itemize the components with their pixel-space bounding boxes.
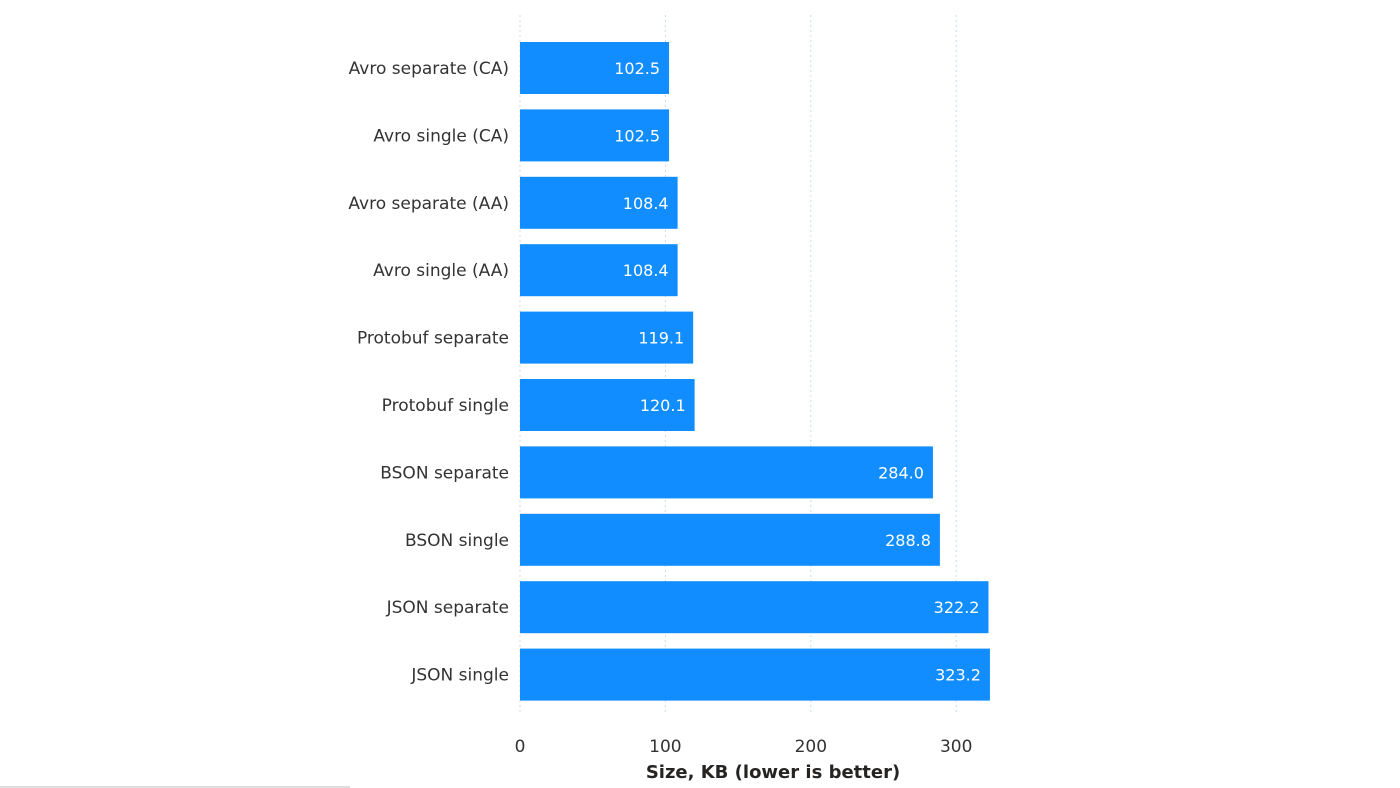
category-label: Protobuf single bbox=[382, 396, 509, 416]
data-label: 288.8 bbox=[885, 531, 931, 550]
bar[interactable] bbox=[520, 379, 695, 431]
category-label: BSON single bbox=[405, 531, 509, 551]
category-label: Avro single (AA) bbox=[373, 261, 509, 281]
bar[interactable] bbox=[520, 648, 990, 701]
bars bbox=[520, 42, 990, 701]
category-label: Avro single (CA) bbox=[373, 126, 509, 146]
data-label: 102.5 bbox=[614, 59, 660, 78]
data-label: 119.1 bbox=[638, 329, 684, 348]
x-tick-label: 0 bbox=[515, 737, 526, 757]
bar[interactable] bbox=[520, 176, 678, 229]
bar[interactable] bbox=[520, 42, 670, 94]
data-label: 120.1 bbox=[640, 396, 686, 415]
category-label: Avro separate (CA) bbox=[349, 59, 509, 79]
x-axis-title: Size, KB (lower is better) bbox=[646, 762, 900, 783]
bar[interactable] bbox=[520, 513, 940, 566]
data-label: 284.0 bbox=[878, 463, 924, 482]
x-axis-ticks: 0 100 200 300 bbox=[515, 737, 973, 757]
data-label: 322.2 bbox=[934, 598, 980, 617]
bar[interactable] bbox=[520, 109, 670, 162]
value-labels: 102.5 102.5 108.4 108.4 119.1 120.1 284.0 288.8… bbox=[614, 59, 981, 685]
bar[interactable] bbox=[520, 244, 678, 297]
x-tick-label: 100 bbox=[649, 737, 681, 757]
category-label: Avro separate (AA) bbox=[348, 194, 509, 214]
data-label: 108.4 bbox=[623, 194, 669, 213]
category-label: Protobuf separate bbox=[357, 329, 509, 349]
x-tick-label: 300 bbox=[940, 737, 972, 757]
data-label: 108.4 bbox=[623, 261, 669, 280]
category-label: BSON separate bbox=[380, 463, 509, 483]
bar[interactable] bbox=[520, 581, 989, 634]
x-tick-label: 200 bbox=[795, 737, 827, 757]
bar[interactable] bbox=[520, 446, 933, 499]
data-label: 102.5 bbox=[614, 126, 660, 145]
category-labels: Avro separate (CA) Avro single (CA) Avro s… bbox=[348, 59, 509, 686]
bar[interactable] bbox=[520, 311, 694, 364]
category-label: JSON single bbox=[410, 666, 509, 686]
category-label: JSON separate bbox=[386, 598, 509, 618]
data-label: 323.2 bbox=[935, 666, 981, 685]
